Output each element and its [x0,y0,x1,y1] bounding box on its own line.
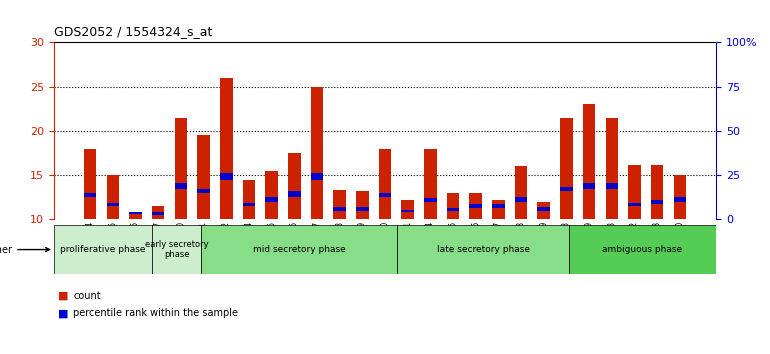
Text: early secretory
phase: early secretory phase [145,240,209,259]
Bar [333,207,346,211]
Bar [107,175,119,219]
Bar [311,87,323,219]
Bar [152,225,201,274]
Bar [492,204,504,208]
Bar [397,225,569,274]
Bar [243,179,255,219]
Bar [605,183,618,188]
Bar [129,211,142,214]
Bar [311,173,323,179]
Bar [152,212,165,215]
Bar [107,202,119,206]
Bar [537,202,550,219]
Bar [605,118,618,219]
Bar [356,207,369,211]
Bar [447,193,459,219]
Bar [628,165,641,219]
Bar [401,200,414,219]
Bar [628,202,641,206]
Bar [288,153,300,219]
Bar [424,149,437,219]
Bar [424,198,437,202]
Text: ■: ■ [58,308,69,318]
Text: percentile rank within the sample: percentile rank within the sample [73,308,238,318]
Bar [470,204,482,208]
Bar [84,149,96,219]
Bar [220,78,233,219]
Bar [651,200,663,204]
Bar [447,208,459,211]
Text: ambiguous phase: ambiguous phase [602,245,682,254]
Bar [288,191,300,197]
Bar [379,149,391,219]
Text: count: count [73,291,101,301]
Bar [333,190,346,219]
Bar [197,135,210,219]
Bar [243,202,255,206]
Bar [152,206,165,219]
Bar [197,188,210,193]
Bar [266,197,278,202]
Bar [583,183,595,188]
Bar [569,225,716,274]
Bar [175,118,187,219]
Text: GDS2052 / 1554324_s_at: GDS2052 / 1554324_s_at [54,25,213,38]
Bar [379,193,391,197]
Bar [84,193,96,197]
Bar [356,191,369,219]
Bar [266,171,278,219]
Bar [201,225,397,274]
Bar [515,166,527,219]
Bar [651,165,663,219]
Bar [470,193,482,219]
Bar [54,225,152,274]
Bar [560,118,573,219]
Bar [515,197,527,202]
Bar [537,207,550,211]
Bar [129,214,142,219]
Text: proliferative phase: proliferative phase [60,245,146,254]
Text: ■: ■ [58,291,69,301]
Bar [560,187,573,191]
Bar [220,173,233,179]
Bar [674,175,686,219]
Text: other: other [0,245,49,255]
Bar [401,210,414,212]
Bar [175,183,187,188]
Bar [674,197,686,202]
Text: mid secretory phase: mid secretory phase [253,245,346,254]
Bar [492,200,504,219]
Text: late secretory phase: late secretory phase [437,245,530,254]
Bar [583,104,595,219]
